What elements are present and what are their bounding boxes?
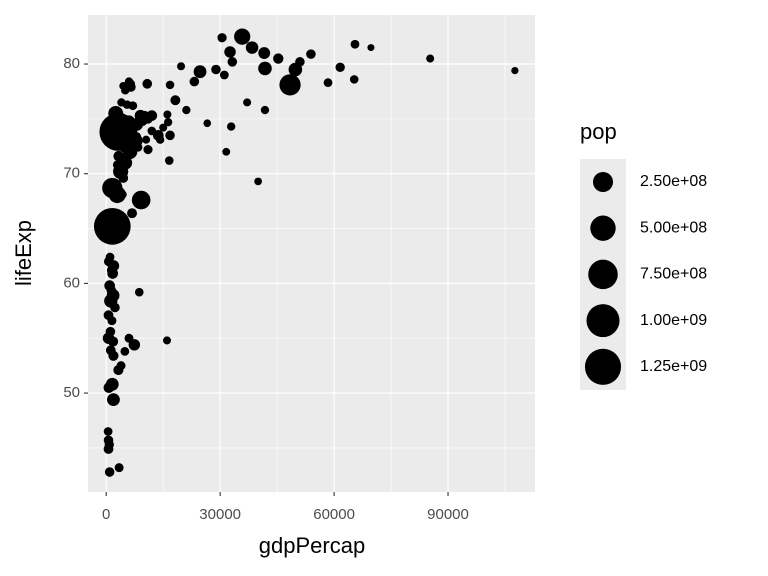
point (163, 117, 173, 127)
point (335, 62, 345, 73)
x-tick-label: 90000 (427, 506, 469, 523)
point (258, 61, 272, 76)
point (120, 347, 130, 356)
point (104, 467, 115, 477)
x-axis-title: gdpPercap (259, 533, 365, 558)
point (103, 382, 115, 393)
point (224, 46, 236, 58)
y-tick-label: 50 (63, 384, 80, 401)
legend-label: 2.50e+08 (640, 173, 707, 190)
point (119, 81, 128, 90)
point (93, 208, 131, 245)
panel (88, 15, 535, 492)
point (126, 82, 136, 92)
legend-key (592, 171, 614, 193)
legend-label: 1.00e+09 (640, 312, 707, 329)
point (112, 160, 123, 170)
y-axis-title: lifeExp (11, 220, 36, 286)
point (193, 65, 207, 79)
point (103, 444, 114, 454)
point (105, 212, 115, 221)
point (162, 336, 172, 345)
point (159, 123, 168, 132)
point (113, 150, 125, 162)
point (222, 147, 231, 156)
point (118, 190, 127, 199)
point (211, 64, 221, 75)
y-tick-label: 60 (63, 274, 80, 291)
point (170, 95, 181, 106)
point (426, 54, 435, 63)
point (142, 135, 151, 144)
point (177, 62, 186, 71)
point (103, 427, 113, 436)
y-tick-label: 80 (63, 55, 80, 72)
point (258, 47, 271, 59)
point (107, 268, 119, 279)
point (131, 190, 151, 210)
point (108, 350, 119, 361)
y-tick-label: 70 (63, 165, 80, 182)
point (323, 78, 333, 88)
point (254, 177, 262, 186)
point (113, 364, 124, 376)
point (349, 75, 359, 84)
point (243, 98, 252, 107)
point (203, 119, 212, 128)
point (245, 41, 259, 54)
point (165, 130, 175, 141)
point (117, 98, 126, 107)
legend-key (590, 215, 616, 241)
point (133, 143, 143, 152)
point (147, 126, 157, 136)
point (189, 76, 200, 87)
x-tick-label: 30000 (199, 506, 241, 523)
point (306, 49, 316, 59)
point (260, 105, 270, 115)
point (163, 110, 172, 119)
point (217, 33, 227, 43)
legend-key (584, 348, 622, 385)
point (123, 115, 135, 127)
point (134, 287, 144, 297)
point (279, 74, 301, 96)
point (165, 80, 175, 90)
legend-label: 7.50e+08 (640, 266, 707, 283)
legend-label: 5.00e+08 (640, 219, 707, 236)
point (109, 233, 119, 242)
point (107, 393, 120, 407)
x-tick-label: 60000 (313, 506, 355, 523)
point (143, 145, 153, 155)
legend-label: 1.25e+09 (640, 358, 707, 375)
point (227, 57, 238, 67)
point (108, 186, 126, 204)
point (142, 78, 153, 89)
point (107, 336, 119, 347)
point (146, 110, 158, 121)
point (511, 66, 519, 75)
point (137, 115, 148, 127)
point (350, 39, 360, 49)
point (110, 302, 120, 313)
legend-key (586, 304, 620, 338)
point (118, 173, 129, 183)
point (273, 53, 284, 64)
x-tick-label: 0 (102, 506, 110, 523)
point (367, 44, 375, 52)
point (128, 339, 141, 351)
point (107, 316, 117, 326)
point (127, 208, 138, 219)
point (164, 156, 174, 165)
point (288, 62, 303, 77)
legend-title: pop (580, 119, 617, 144)
point (219, 70, 229, 80)
point (112, 131, 121, 141)
point (182, 105, 191, 115)
point (227, 122, 236, 131)
point (114, 463, 124, 473)
point (234, 28, 251, 45)
legend-key (588, 259, 618, 290)
